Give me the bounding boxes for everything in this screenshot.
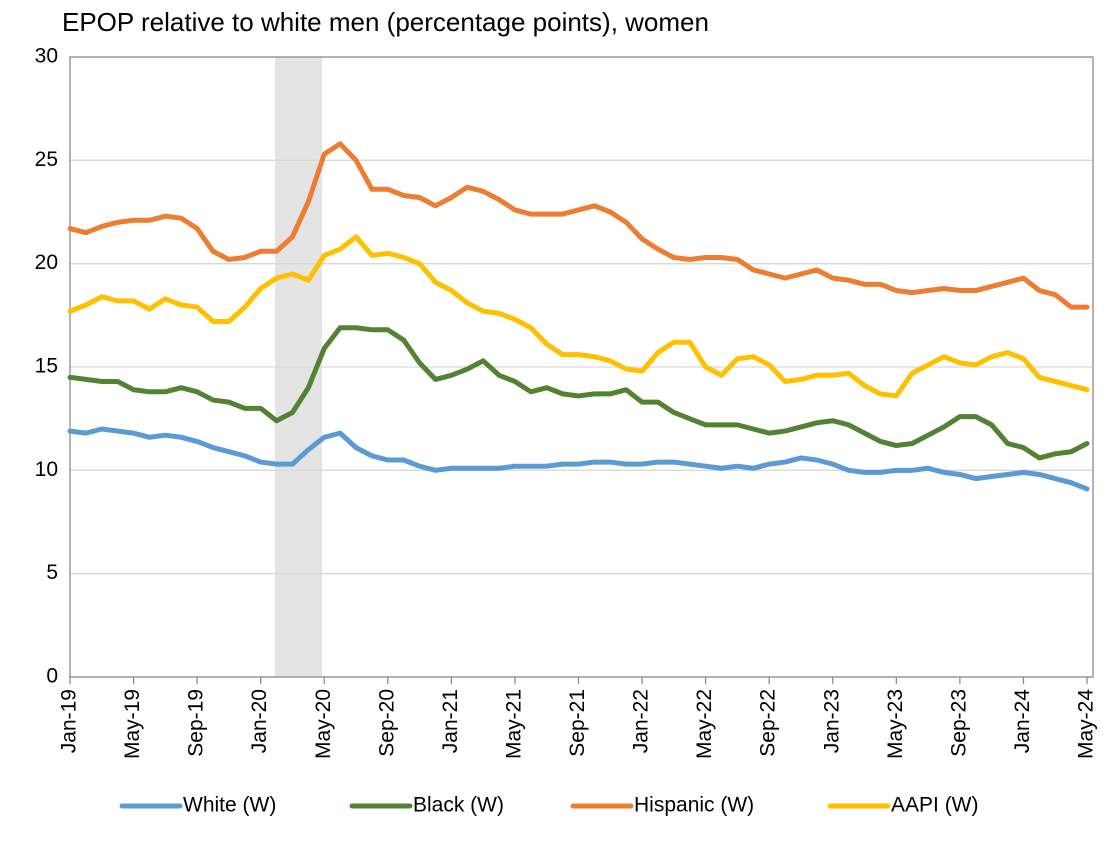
legend-label: Hispanic (W) <box>634 794 754 817</box>
y-tick-label: 20 <box>35 251 58 274</box>
x-tick-label: Sep-19 <box>185 689 208 757</box>
x-tick-label: May-24 <box>1075 689 1098 759</box>
y-tick-label: 5 <box>46 561 58 584</box>
x-tick-label: May-22 <box>693 689 716 759</box>
series-line <box>67 325 1090 461</box>
series-line <box>67 141 1090 310</box>
x-tick-label: Sep-20 <box>375 689 398 757</box>
x-tick-label: Sep-21 <box>566 689 589 757</box>
x-tick-label: Sep-22 <box>757 689 780 757</box>
series-line <box>67 426 1090 492</box>
x-tick-label: May-20 <box>312 689 335 759</box>
y-tick-label: 0 <box>46 665 58 688</box>
x-tick-label: May-23 <box>884 689 907 759</box>
series-line <box>67 234 1090 399</box>
x-tick-label: Jan-19 <box>58 689 81 753</box>
x-tick-label: Jan-23 <box>820 689 843 753</box>
legend-label: AAPI (W) <box>891 794 979 817</box>
x-tick-label: May-21 <box>502 689 525 759</box>
y-tick-label: 30 <box>35 45 58 68</box>
x-tick-label: Jan-24 <box>1011 689 1034 754</box>
legend-label: Black (W) <box>413 794 504 817</box>
plot-border <box>69 56 1094 678</box>
chart-title: EPOP relative to white men (percentage p… <box>62 7 709 37</box>
x-tick-label: Jan-21 <box>439 689 462 753</box>
x-tick-label: Jan-22 <box>630 689 653 753</box>
y-tick-label: 15 <box>35 355 58 378</box>
legend-label: White (W) <box>183 794 276 817</box>
y-tick-label: 10 <box>35 458 58 481</box>
x-tick-label: Jan-20 <box>248 689 271 753</box>
x-tick-label: May-19 <box>121 689 144 759</box>
y-tick-label: 25 <box>35 148 58 171</box>
x-tick-label: Sep-23 <box>947 689 970 757</box>
